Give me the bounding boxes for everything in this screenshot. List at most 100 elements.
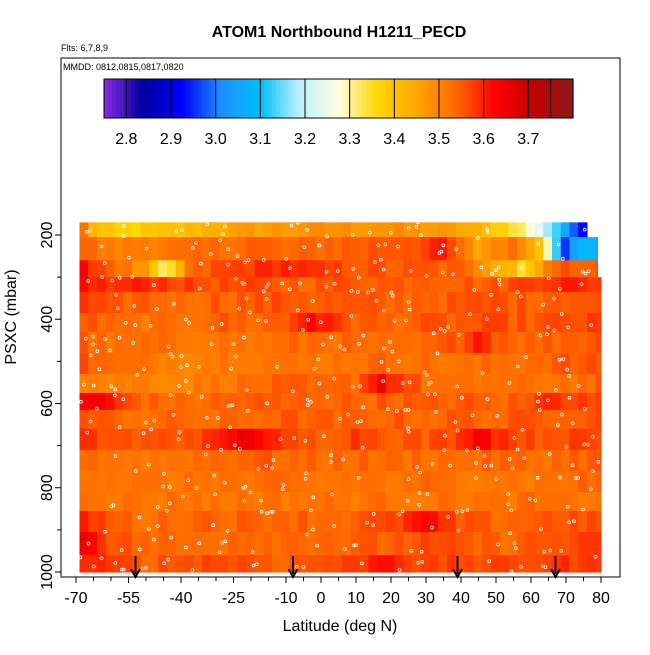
heatmap-cell (316, 277, 325, 292)
heatmap-cell (237, 429, 246, 451)
heatmap-cell (228, 555, 237, 572)
heatmap-cell (395, 511, 404, 533)
heatmap-cell (281, 450, 290, 472)
heatmap-cell (403, 277, 412, 292)
heatmap-cell (570, 313, 579, 332)
colorbar-swatch (495, 79, 500, 118)
heatmap-cell (491, 532, 500, 556)
heatmap-cell (316, 237, 325, 261)
heatmap-cell (447, 492, 456, 511)
colorbar-swatch (233, 79, 238, 118)
heatmap-cell (316, 492, 325, 511)
heatmap-cell (552, 450, 561, 472)
heatmap-cell (106, 237, 115, 261)
heatmap-cell (290, 237, 299, 261)
heatmap-cell (141, 410, 150, 429)
heatmap-cell (465, 277, 474, 292)
heatmap-cell (185, 277, 194, 292)
heatmap-cell (272, 511, 281, 533)
heatmap-cell (377, 353, 386, 375)
heatmap-cell (430, 277, 439, 292)
heatmap-cell (395, 260, 404, 277)
heatmap-cell (167, 313, 176, 332)
heatmap-cell (141, 332, 150, 354)
heatmap-cell (377, 237, 386, 261)
heatmap-cell (325, 471, 334, 493)
heatmap-cell (80, 260, 89, 277)
colorbar-swatch (534, 79, 539, 118)
heatmap-cell (465, 353, 474, 375)
heatmap-cell (132, 260, 141, 277)
heatmap-cell (202, 292, 211, 314)
heatmap-cell (517, 511, 526, 533)
heatmap-cell (552, 471, 561, 493)
heatmap-cell (561, 410, 570, 429)
heatmap-cell (508, 237, 517, 261)
colorbar-swatch (186, 79, 191, 118)
heatmap-cell (482, 450, 491, 472)
heatmap-cell (578, 292, 587, 314)
heatmap-cell (185, 353, 194, 375)
heatmap-cell (430, 450, 439, 472)
heatmap-cell (246, 471, 255, 493)
heatmap-cell (167, 511, 176, 533)
heatmap-cell (377, 471, 386, 493)
heatmap-cell (88, 277, 97, 292)
heatmap-cell (561, 222, 570, 237)
heatmap-cell (150, 555, 159, 572)
x-tick-label: 60 (522, 590, 540, 607)
heatmap-cell (596, 374, 602, 393)
heatmap-cell (325, 292, 334, 314)
heatmap-cell (360, 393, 369, 410)
heatmap-cell (543, 492, 552, 511)
heatmap-cell (456, 260, 465, 277)
colorbar-swatch (264, 79, 269, 118)
heatmap-cell (447, 511, 456, 533)
x-tick-label: 40 (452, 590, 470, 607)
colorbar-swatch (428, 79, 433, 118)
heatmap-cell (421, 450, 430, 472)
heatmap-cell (421, 471, 430, 493)
heatmap-cell (316, 450, 325, 472)
heatmap-cell (543, 532, 552, 556)
heatmap-cell (570, 332, 579, 354)
heatmap-cell (447, 471, 456, 493)
heatmap-cell (167, 260, 176, 277)
heatmap-cell (106, 260, 115, 277)
heatmap-cell (158, 277, 167, 292)
heatmap-cell (351, 222, 360, 237)
heatmap-cell (386, 353, 395, 375)
heatmap-cell (368, 393, 377, 410)
heatmap-cell (185, 410, 194, 429)
heatmap-cell (395, 353, 404, 375)
colorbar-swatch (518, 79, 523, 118)
heatmap-cell (465, 410, 474, 429)
colorbar-swatch (167, 79, 172, 118)
heatmap-cell (158, 511, 167, 533)
heatmap-cell (491, 374, 500, 393)
heatmap-cell (543, 260, 552, 277)
heatmap-cell (281, 292, 290, 314)
heatmap-cell (342, 237, 351, 261)
heatmap-cell (115, 532, 124, 556)
heatmap-cell (263, 555, 272, 572)
colorbar-swatch (237, 79, 242, 118)
heatmap-cell (596, 277, 602, 292)
heatmap-cell (80, 511, 89, 533)
heatmap-cell (412, 237, 421, 261)
colorbar-swatch (108, 79, 113, 118)
colorbar-swatch (342, 79, 347, 118)
heatmap-cell (526, 393, 535, 410)
heatmap-cell (167, 450, 176, 472)
heatmap-cell (596, 313, 602, 332)
heatmap-cell (473, 237, 482, 261)
heatmap-cell (88, 222, 97, 237)
heatmap-cell (150, 471, 159, 493)
heatmap-cell (115, 332, 124, 354)
heatmap-cell (386, 555, 395, 572)
heatmap-cell (298, 471, 307, 493)
heatmap-cell (430, 555, 439, 572)
heatmap-cell (587, 532, 596, 556)
heatmap-cell (237, 393, 246, 410)
colorbar-swatch (296, 79, 301, 118)
